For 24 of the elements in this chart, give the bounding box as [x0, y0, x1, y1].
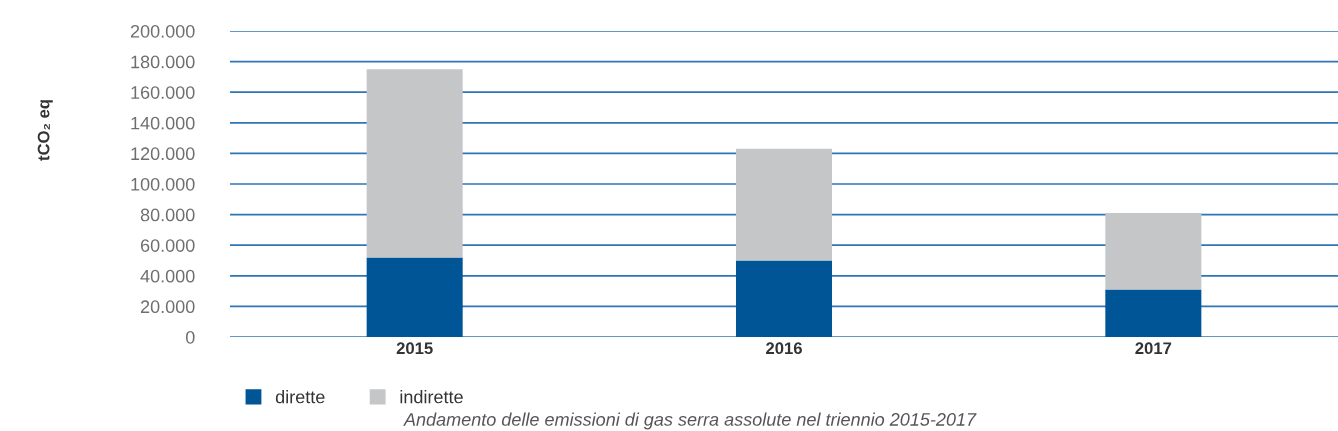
legend-label: dirette: [275, 390, 325, 404]
y-tick-label: 60.000: [140, 239, 195, 252]
x-tick-label: 2015: [396, 342, 433, 355]
bar: [735, 260, 833, 337]
legend-label: indirette: [400, 390, 463, 404]
y-tick-label: 100.000: [131, 177, 195, 191]
bar: [366, 257, 463, 337]
y-tick-label: 160.000: [131, 86, 195, 99]
x-tick-label: 2016: [766, 342, 802, 355]
y-axis-title: tCO₂ eq: [37, 100, 53, 161]
bar: [366, 69, 463, 258]
y-tick-label: 80.000: [140, 208, 195, 222]
y-tick-label: 200.000: [130, 24, 195, 38]
y-tick-label: 20.000: [140, 300, 195, 314]
bar: [735, 148, 833, 261]
bar: [1105, 213, 1202, 290]
y-tick-label: 0: [185, 330, 195, 344]
y-tick-label: 140.000: [131, 116, 195, 130]
y-tick-label: 180.000: [131, 55, 195, 69]
y-tick-label: 120.000: [131, 147, 195, 161]
bar: [1105, 289, 1202, 337]
y-tick-label: 40.000: [140, 269, 195, 283]
text: Andamento delle emissioni di gas serra assolute nel triennio 2015-2017: [403, 412, 977, 430]
x-tick-label: 2017: [1135, 342, 1172, 355]
